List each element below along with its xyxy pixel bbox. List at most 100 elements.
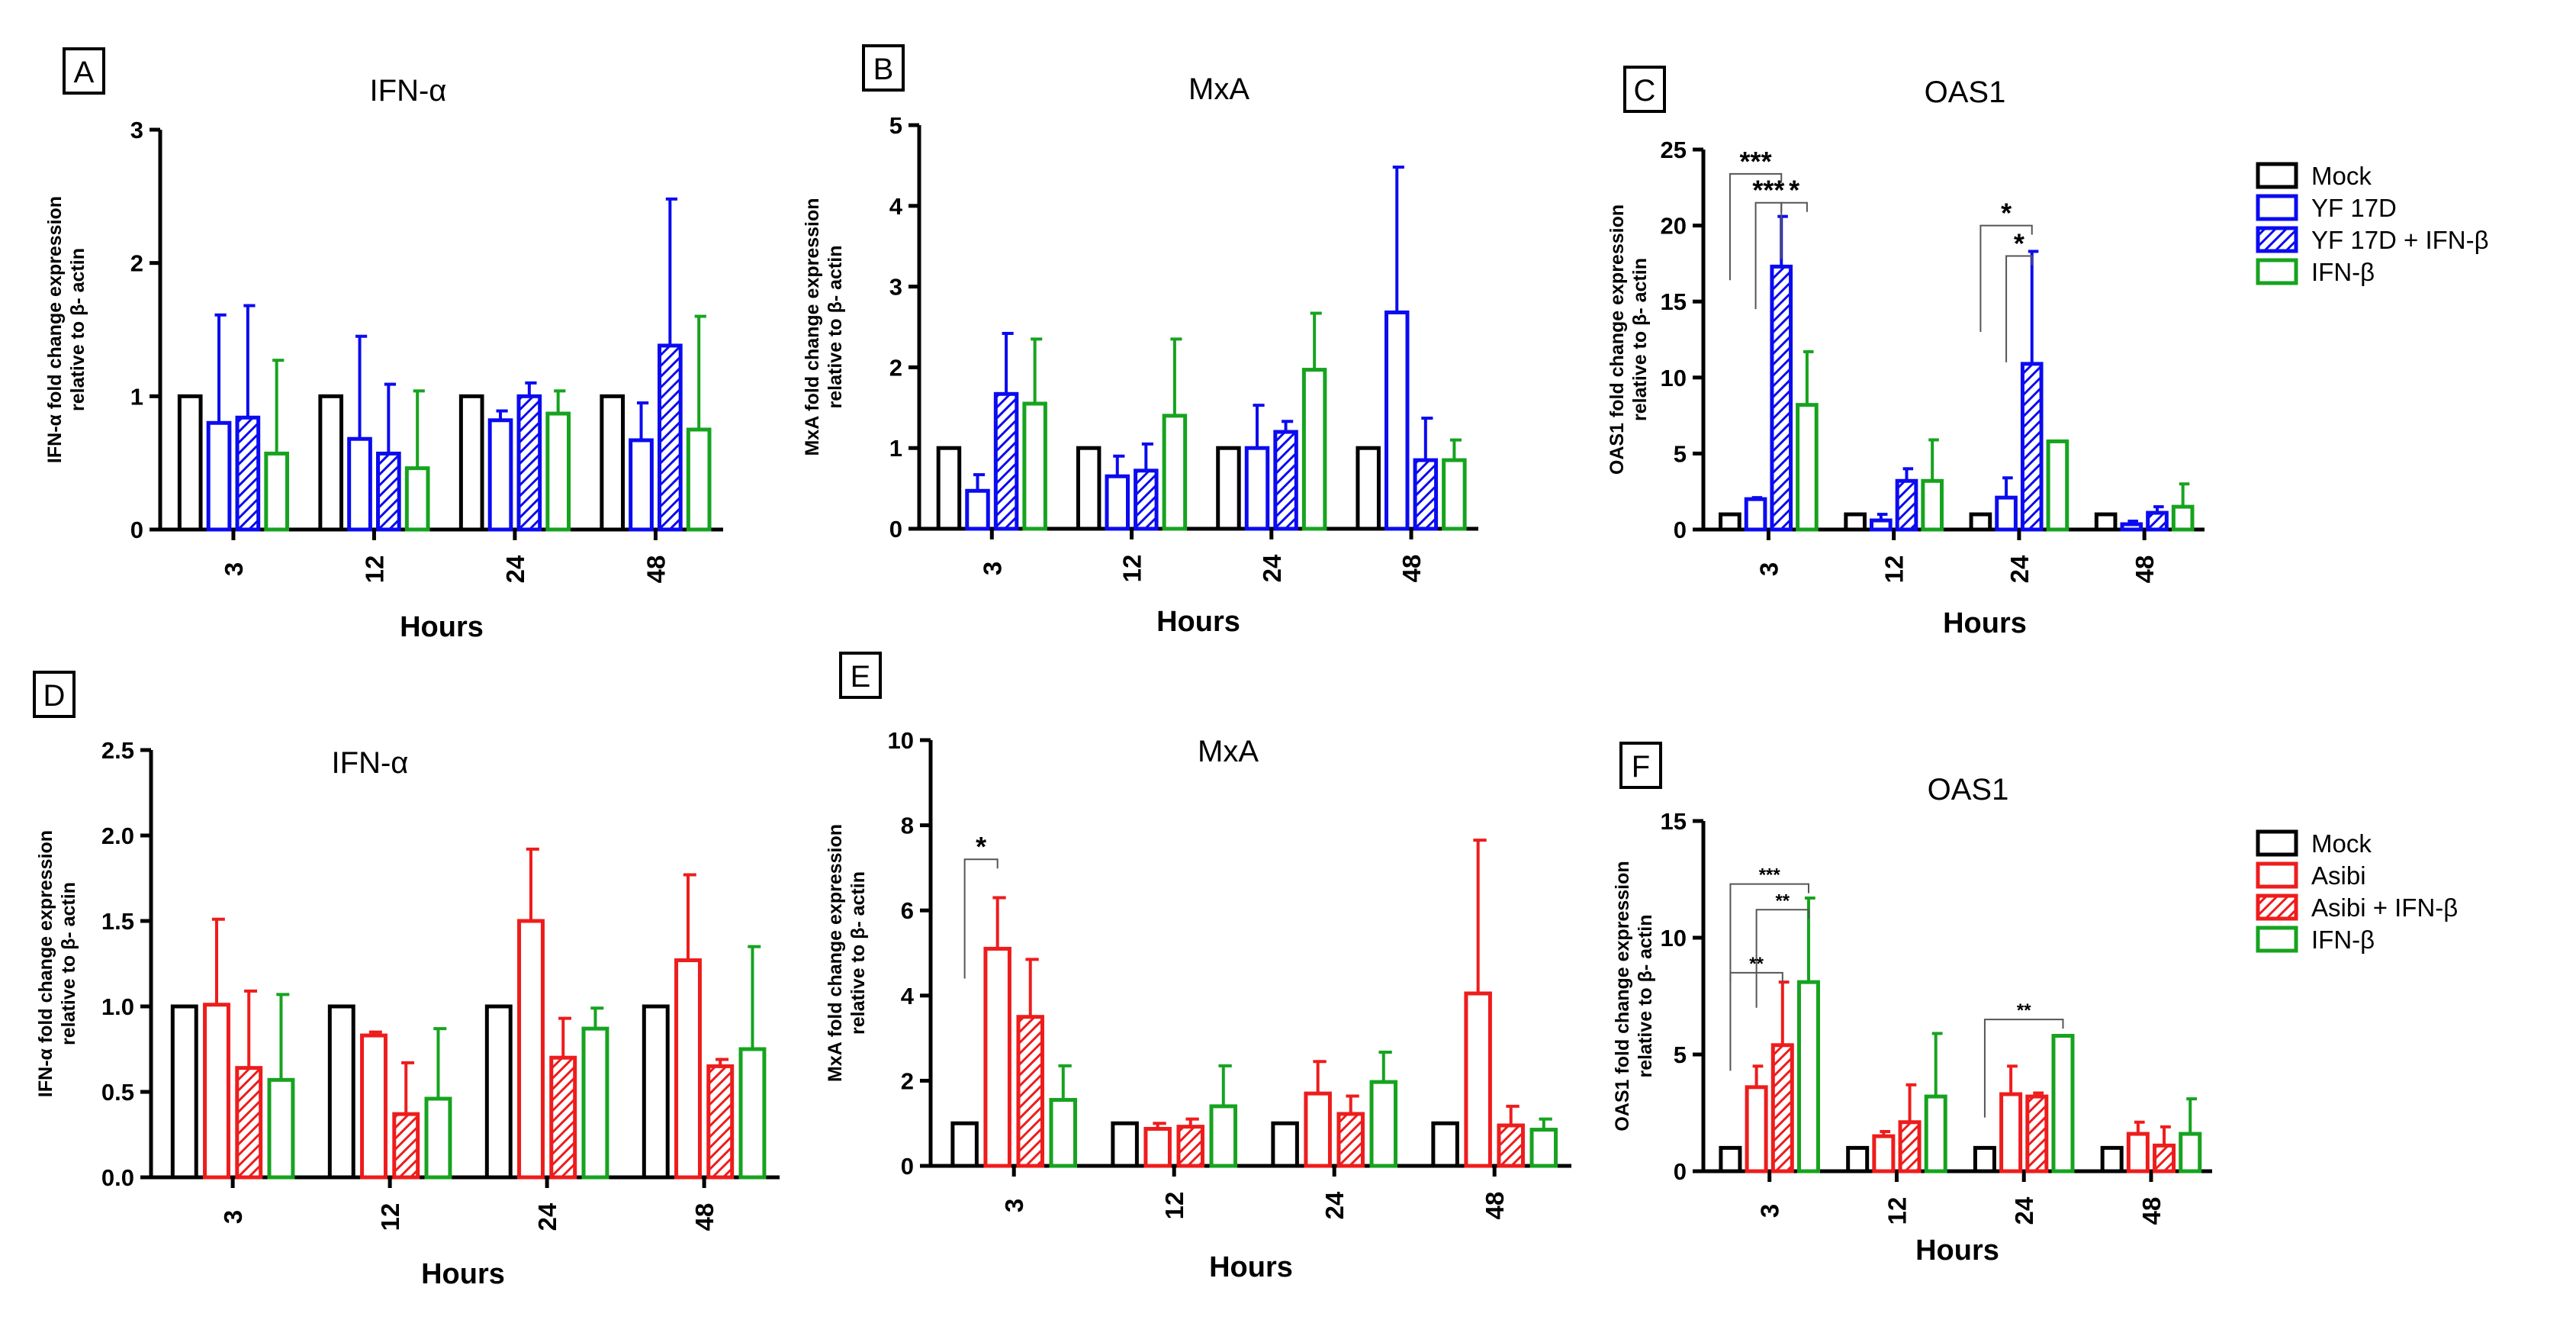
- significance-bracket: [1729, 971, 1783, 1071]
- legend-top: Mock YF 17D YF 17D + IFN-β IFN-β: [2256, 162, 2489, 286]
- y-tick-label: 20: [1661, 213, 1687, 240]
- bar: [993, 391, 1019, 531]
- bar: [1529, 1128, 1558, 1168]
- legend-bottom: Mock Asibi Asibi + IFN-β IFN-β: [2256, 829, 2458, 954]
- panel-d: D IFN-α IFN-α fold change expressionrelati…: [33, 671, 780, 1290]
- y-tick-label: 1.0: [101, 993, 134, 1020]
- y-axis-label-line: relative to β- actin: [67, 248, 88, 411]
- panel-label-box: [839, 652, 882, 699]
- bar: [738, 1047, 767, 1180]
- x-tick-label: 3: [1756, 1204, 1784, 1218]
- bar: [658, 343, 683, 532]
- bar: [1273, 430, 1298, 531]
- significance-bracket: [963, 858, 999, 979]
- significance-stars: *: [2014, 227, 2024, 259]
- legend-swatch: [2256, 194, 2298, 221]
- bar: [1770, 264, 1793, 532]
- y-tick-label: 0.0: [101, 1164, 134, 1191]
- bar: [376, 451, 401, 532]
- bar: [264, 451, 290, 532]
- bar: [484, 1004, 513, 1180]
- bar: [347, 436, 372, 532]
- y-tick-label: 10: [1661, 925, 1687, 951]
- bar: [1216, 446, 1241, 531]
- legend-swatch: [2256, 258, 2298, 285]
- y-tick-label: 0: [1674, 517, 1687, 543]
- bar: [1999, 1092, 2023, 1174]
- legend-swatch: [2256, 162, 2298, 189]
- bar: [545, 411, 571, 532]
- x-tick-label: 12: [1883, 1197, 1911, 1225]
- legend-swatch: [2256, 226, 2298, 253]
- bar: [1431, 1121, 1459, 1168]
- y-axis-label: OAS1 fold change expressionrelative to β…: [1612, 861, 1656, 1131]
- bar: [2179, 1132, 2202, 1174]
- bar: [1356, 446, 1381, 531]
- bar: [1924, 1094, 1947, 1174]
- significance-bracket: [1755, 909, 1809, 1008]
- x-tick-label: 48: [2137, 1197, 2166, 1225]
- y-tick-label: 0: [130, 517, 143, 543]
- y-axis-label-line: IFN-α fold change expression: [44, 196, 66, 463]
- bar: [1898, 1120, 1922, 1174]
- bar: [1969, 512, 1992, 532]
- chart-title: OAS1: [1925, 76, 2006, 109]
- panel-label: A: [74, 56, 95, 89]
- bar: [392, 1112, 420, 1180]
- bar: [1745, 1085, 1768, 1174]
- y-tick-label: 3: [130, 117, 143, 143]
- panel-e: E MxA MxA fold change expressionrelative t…: [825, 652, 1571, 1283]
- y-tick-label: 4: [889, 193, 903, 220]
- bar: [1271, 1121, 1299, 1168]
- y-tick-label: 0: [901, 1153, 914, 1180]
- legend-label: IFN-β: [2311, 926, 2375, 954]
- bar: [1719, 512, 1741, 532]
- bar: [936, 446, 962, 531]
- x-tick-label: 24: [533, 1202, 561, 1231]
- bar: [177, 394, 203, 532]
- significance-bracket: [1729, 172, 1783, 281]
- significance-stars: **: [2017, 1000, 2031, 1021]
- panel-label: E: [851, 660, 871, 694]
- y-tick-label: 1: [130, 383, 143, 410]
- x-axis-label: Hours: [421, 1258, 505, 1290]
- bar: [1076, 446, 1101, 531]
- legend-label: Mock: [2311, 829, 2372, 858]
- bar: [600, 394, 626, 532]
- bar: [1134, 468, 1159, 531]
- significance-stars: ***: [1740, 146, 1772, 177]
- bar: [1872, 1134, 1896, 1174]
- y-tick-label: 5: [1674, 440, 1687, 467]
- chart-title: OAS1: [1928, 773, 2009, 806]
- x-tick-label: 48: [1397, 555, 1426, 583]
- bar: [642, 1004, 670, 1180]
- bar: [1770, 1043, 1794, 1174]
- bar: [2126, 1132, 2150, 1174]
- y-axis-label: OAS1 fold change expressionrelative to β…: [1606, 204, 1651, 475]
- bar: [2153, 1143, 2176, 1174]
- x-axis-label: Hours: [1915, 1235, 1999, 1267]
- bar: [1921, 478, 1944, 532]
- bar: [1973, 1145, 1996, 1174]
- bar: [1413, 458, 1439, 531]
- legend-label: IFN-β: [2311, 258, 2375, 286]
- y-axis-label-line: OAS1 fold change expression: [1606, 204, 1628, 475]
- y-tick-label: 2.5: [101, 737, 134, 764]
- significance-stars: ***: [1759, 865, 1781, 886]
- bar: [404, 466, 430, 532]
- x-tick-label: 3: [220, 562, 248, 576]
- bar: [1719, 1145, 1742, 1174]
- y-tick-label: 5: [1674, 1042, 1687, 1068]
- bar: [1143, 1126, 1172, 1168]
- bar: [1844, 512, 1867, 532]
- significance-stars: *: [976, 831, 986, 862]
- x-tick-label: 48: [1481, 1192, 1509, 1220]
- significance-bracket: [1729, 883, 1809, 983]
- bar: [1442, 458, 1467, 531]
- x-axis-label: Hours: [400, 611, 484, 643]
- y-tick-label: 10: [1661, 365, 1687, 391]
- bar: [2100, 1145, 2124, 1174]
- y-tick-label: 6: [901, 897, 914, 924]
- x-tick-label: 24: [501, 555, 529, 583]
